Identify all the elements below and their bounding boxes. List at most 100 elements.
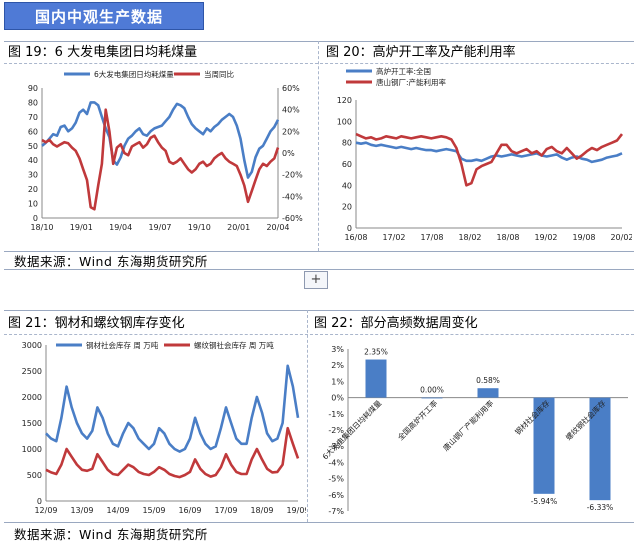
y-tick-label: 0% bbox=[331, 394, 344, 403]
x-tick-label: 19/10 bbox=[188, 223, 211, 232]
bar-data-label-3: 0.58% bbox=[476, 376, 500, 385]
y-tick-label: 120 bbox=[337, 96, 352, 105]
y-tick-label: 60 bbox=[342, 160, 352, 169]
y-tick-label: 2500 bbox=[22, 367, 42, 376]
y-tick-label: 2000 bbox=[22, 393, 42, 402]
x-tick-label: 18/08 bbox=[496, 233, 519, 242]
x-tick-label: 19/01 bbox=[70, 223, 93, 232]
y-tick-label: 1% bbox=[331, 377, 344, 386]
y-tick-label: 3000 bbox=[22, 341, 42, 350]
top-panel-source-divider bbox=[4, 251, 634, 252]
bar-5 bbox=[589, 397, 611, 501]
series-line-1 bbox=[45, 364, 300, 453]
x-tick-label: 13/09 bbox=[70, 506, 93, 515]
y-tick-label: -1% bbox=[328, 410, 344, 419]
series-line-1 bbox=[355, 141, 623, 164]
y-tick-label: 40 bbox=[342, 181, 352, 190]
x-tick-label: 17/08 bbox=[420, 233, 443, 242]
bottom-panel-source-divider bbox=[4, 522, 634, 523]
y-tick-label: 20 bbox=[342, 203, 352, 212]
y-tick-label: -4% bbox=[328, 458, 344, 467]
y-tick-label: 50 bbox=[28, 142, 38, 151]
y-tick-label: 40 bbox=[28, 156, 38, 165]
top-panel-bottom-border bbox=[4, 269, 634, 270]
bar-4 bbox=[533, 397, 555, 494]
y-tick-label: 3% bbox=[331, 345, 344, 354]
x-tick-label: 15/09 bbox=[142, 506, 165, 515]
bar-data-label-1: 2.35% bbox=[364, 348, 388, 357]
fig19-title: 图 19：6 大发电集团日均耗煤量 bbox=[8, 45, 198, 60]
x-tick-label: 18/10 bbox=[30, 223, 53, 232]
y-tick-label: 0 bbox=[33, 214, 38, 223]
bottom-panel-title-divider bbox=[4, 334, 634, 335]
x-tick-label: 18/09 bbox=[250, 506, 273, 515]
x-tick-label: 19/07 bbox=[148, 223, 171, 232]
x-tick-label: 19/09 bbox=[286, 506, 306, 515]
y-right-tick-label: -60% bbox=[282, 214, 303, 223]
y-tick-label: 500 bbox=[27, 471, 42, 480]
series-line-2 bbox=[355, 132, 624, 187]
series-line-1 bbox=[41, 101, 280, 179]
top-panel-title-divider bbox=[4, 63, 634, 64]
x-tick-label: 16/08 bbox=[344, 233, 367, 242]
x-tick-label: 19/04 bbox=[109, 223, 132, 232]
bar-data-label-2: 0.00% bbox=[420, 386, 444, 395]
y-tick-label: 0 bbox=[347, 224, 352, 233]
y-tick-label: 70 bbox=[28, 113, 38, 122]
fig22-chart: 3%2%1%0%-1%-2%-3%-4%-5%-6%-7%2.35%6大发电集团… bbox=[320, 345, 628, 516]
y-tick-label: -2% bbox=[328, 426, 344, 435]
legend-label-1: 钢材社会库存 周 万吨 bbox=[86, 340, 159, 350]
y-tick-label: 90 bbox=[28, 84, 38, 93]
y-right-tick-label: 20% bbox=[282, 127, 300, 136]
x-tick-label: 16/09 bbox=[178, 506, 201, 515]
y-right-tick-label: 60% bbox=[282, 84, 300, 93]
x-tick-label: 17/02 bbox=[382, 233, 405, 242]
y-tick-label: 1000 bbox=[22, 445, 42, 454]
y-tick-label: -3% bbox=[328, 442, 344, 451]
category-label-2: 全国高炉开工率 bbox=[395, 398, 440, 443]
y-tick-label: -6% bbox=[328, 491, 344, 500]
y-right-tick-label: -20% bbox=[282, 171, 303, 180]
y-tick-label: 10 bbox=[28, 200, 38, 209]
x-tick-label: 17/09 bbox=[214, 506, 237, 515]
bottom-source-text: 数据来源：Wind 东海期货研究所 bbox=[14, 527, 208, 542]
legend-label-1: 高炉开工率:全国 bbox=[376, 66, 431, 76]
y-tick-label: 20 bbox=[28, 185, 38, 194]
x-tick-label: 14/09 bbox=[106, 506, 129, 515]
top-source-text: 数据来源：Wind 东海期货研究所 bbox=[14, 254, 208, 269]
y-tick-label: 0 bbox=[37, 497, 42, 506]
x-tick-label: 19/08 bbox=[572, 233, 595, 242]
fig21-title: 图 21：钢材和螺纹钢库存变化 bbox=[8, 316, 185, 331]
y-tick-label: 30 bbox=[28, 171, 38, 180]
y-right-tick-label: 0% bbox=[282, 149, 295, 158]
category-label-3: 唐山钢厂产能利用率 bbox=[441, 398, 496, 453]
fig20-chart: 0 20 40 60 80 100 120 16/08 17/02 17/08 18/02 18/08… bbox=[337, 66, 632, 242]
y-tick-label: 100 bbox=[337, 117, 352, 126]
y-tick-label: 60 bbox=[28, 127, 38, 136]
y-tick-label: 80 bbox=[342, 139, 352, 148]
x-tick-label: 20/02 bbox=[610, 233, 632, 242]
bar-2 bbox=[421, 397, 443, 399]
expand-plus-button[interactable]: + bbox=[304, 271, 328, 289]
bar-1 bbox=[365, 359, 387, 398]
y-tick-label: -5% bbox=[328, 475, 344, 484]
fig21-chart: 0 500 1000 1500 2000 2500 3000 12/09 13/09 14/09 1… bbox=[22, 340, 306, 515]
fig19-chart: 0 10 20 30 40 50 60 70 80 90 60% 40% 20% 0% -20% -40% -6… bbox=[28, 69, 303, 232]
bar-data-label-5: -6.33% bbox=[587, 503, 614, 512]
bar-data-label-4: -5.94% bbox=[531, 497, 558, 506]
x-tick-label: 20/04 bbox=[266, 223, 289, 232]
top-panel-top-border bbox=[4, 41, 634, 42]
bar-3 bbox=[477, 388, 499, 398]
top-panel-vertical-divider bbox=[318, 41, 319, 251]
bottom-panel-top-border bbox=[4, 310, 634, 311]
x-tick-label: 19/02 bbox=[534, 233, 557, 242]
y-tick-label: 2% bbox=[331, 361, 344, 370]
y-tick-label: 80 bbox=[28, 98, 38, 107]
fig20-title: 图 20：高炉开工率及产能利用率 bbox=[326, 45, 516, 60]
y-right-tick-label: -40% bbox=[282, 192, 303, 201]
legend-label-2: 当周同比 bbox=[204, 69, 234, 79]
fig22-title: 图 22：部分高频数据周变化 bbox=[314, 316, 478, 331]
x-tick-label: 12/09 bbox=[34, 506, 57, 515]
y-right-tick-label: 40% bbox=[282, 106, 300, 115]
series-line-2 bbox=[41, 108, 280, 211]
